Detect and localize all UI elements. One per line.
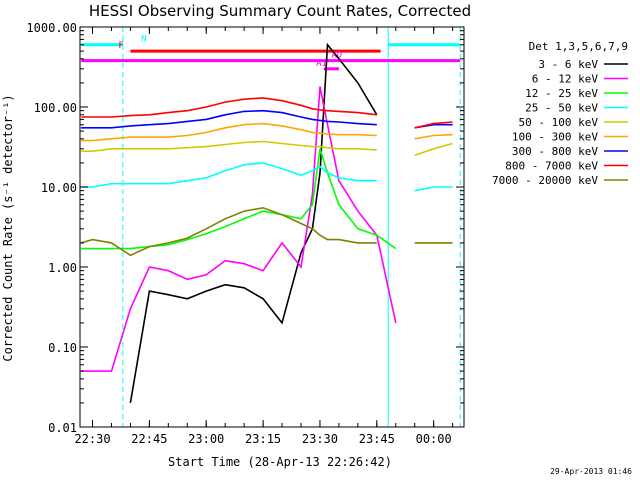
x-tick-label-1: 22:45 — [131, 432, 167, 446]
series-line-0-0 — [129, 42, 378, 404]
y-tick-label-0: 0.01 — [48, 421, 77, 435]
legend-label-4: 50 - 100 keV — [519, 116, 599, 129]
legend-label-0: 3 - 6 keV — [538, 58, 598, 71]
series-line-4-1 — [414, 142, 453, 156]
legend-label-5: 100 - 300 keV — [512, 131, 598, 144]
x-tick-label-6: 00:00 — [416, 432, 452, 446]
series-line-5-1 — [414, 133, 453, 140]
legend-label-2: 12 - 25 keV — [525, 87, 598, 100]
flag-label-a1: A1 — [316, 59, 327, 69]
flag-label-n: N — [141, 35, 146, 45]
series-line-2-0 — [81, 148, 397, 250]
y-tick-label-4: 100.00 — [34, 101, 77, 115]
series-line-4-0 — [81, 140, 377, 152]
series-line-7-0 — [81, 97, 377, 118]
series-line-3-0 — [81, 162, 377, 188]
series-line-7-1 — [414, 121, 453, 129]
flag-label-f: F — [118, 41, 123, 51]
series-line-5-0 — [81, 122, 377, 142]
x-tick-label-0: 22:30 — [74, 432, 110, 446]
x-tick-label-5: 23:45 — [359, 432, 395, 446]
legend-label-8: 7000 - 20000 keV — [492, 174, 598, 187]
y-tick-label-2: 1.00 — [48, 261, 77, 275]
legend-title: Det 1,3,5,6,7,9 — [529, 40, 628, 53]
legend-label-6: 300 - 800 keV — [512, 145, 598, 158]
series-line-3-1 — [414, 186, 453, 192]
x-tick-label-2: 23:00 — [188, 432, 224, 446]
footer-date: 29-Apr-2013 01:46 — [550, 467, 632, 476]
y-axis-label: Corrected Count Rate (s⁻¹ detector⁻¹) — [1, 94, 15, 361]
chart-title: HESSI Observing Summary Count Rates, Cor… — [89, 2, 471, 20]
series-line-6-0 — [81, 109, 377, 129]
x-tick-label-3: 23:15 — [245, 432, 281, 446]
y-axis: 0.01 0.10 1.00 10.00 100.00 1000.00 — [26, 21, 464, 435]
y-tick-label-3: 10.00 — [41, 181, 77, 195]
plot-frame — [79, 26, 465, 428]
y-tick-label-5: 1000.00 — [26, 21, 77, 35]
series-line-8-0 — [80, 206, 377, 257]
legend-label-7: 800 - 7000 keV — [505, 160, 598, 173]
y-tick-label-1: 0.10 — [48, 341, 77, 355]
x-axis: 22:30 22:45 23:00 23:15 23:30 23:45 00:00 — [74, 27, 454, 446]
x-tick-label-4: 23:30 — [302, 432, 338, 446]
x-axis-label: Start Time (28-Apr-13 22:26:42) — [168, 455, 392, 469]
legend-label-3: 25 - 50 keV — [525, 102, 598, 115]
series-line-1-0 — [81, 86, 397, 372]
legend-label-1: 6 - 12 keV — [532, 73, 599, 86]
